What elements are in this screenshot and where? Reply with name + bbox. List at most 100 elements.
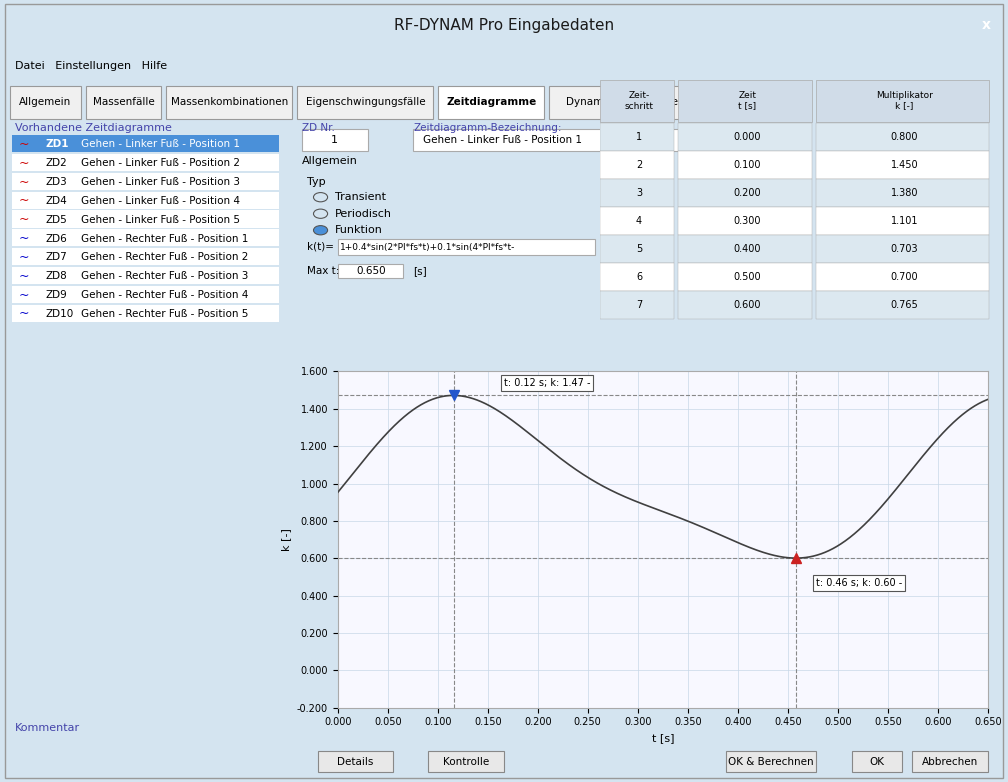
- FancyBboxPatch shape: [600, 263, 674, 291]
- Text: Gehen - Rechter Fuß - Position 3: Gehen - Rechter Fuß - Position 3: [81, 271, 248, 282]
- Text: ZD2: ZD2: [45, 158, 68, 168]
- Text: Details: Details: [337, 756, 374, 766]
- FancyBboxPatch shape: [12, 285, 279, 303]
- FancyBboxPatch shape: [816, 80, 989, 122]
- Text: Massenfälle: Massenfälle: [93, 97, 154, 106]
- Text: OK: OK: [870, 756, 884, 766]
- Text: ZD7: ZD7: [45, 253, 68, 262]
- Text: 1: 1: [332, 135, 338, 145]
- FancyBboxPatch shape: [413, 129, 791, 151]
- Text: ~: ~: [18, 232, 28, 245]
- Text: Multiplikator
k [-]: Multiplikator k [-]: [876, 91, 932, 110]
- Text: ZD6: ZD6: [45, 234, 68, 243]
- Text: ~: ~: [18, 251, 28, 264]
- FancyBboxPatch shape: [297, 86, 433, 119]
- Text: 0.100: 0.100: [734, 160, 761, 170]
- FancyBboxPatch shape: [12, 210, 279, 228]
- X-axis label: t [s]: t [s]: [651, 733, 674, 743]
- FancyBboxPatch shape: [12, 192, 279, 209]
- Text: 0.400: 0.400: [734, 244, 761, 254]
- Text: 0.000: 0.000: [734, 132, 761, 142]
- Text: ~: ~: [18, 195, 28, 207]
- Text: Massenkombinationen: Massenkombinationen: [170, 97, 288, 106]
- Y-axis label: k [-]: k [-]: [281, 528, 291, 551]
- Text: 0.703: 0.703: [891, 244, 918, 254]
- Text: Allgemein: Allgemein: [19, 97, 72, 106]
- FancyBboxPatch shape: [766, 405, 832, 420]
- FancyBboxPatch shape: [678, 263, 812, 291]
- FancyBboxPatch shape: [10, 86, 81, 119]
- Text: ZD9: ZD9: [45, 290, 68, 300]
- Text: Gehen - Rechter Fuß - Position 2: Gehen - Rechter Fuß - Position 2: [81, 253, 248, 262]
- Text: Gehen - Linker Fuß - Position 4: Gehen - Linker Fuß - Position 4: [81, 196, 240, 206]
- FancyBboxPatch shape: [678, 291, 812, 319]
- FancyBboxPatch shape: [12, 267, 279, 284]
- FancyBboxPatch shape: [600, 235, 674, 263]
- Text: RF-DYNAM Pro Eingabedaten: RF-DYNAM Pro Eingabedaten: [394, 18, 614, 33]
- FancyBboxPatch shape: [726, 751, 816, 772]
- Text: 3: 3: [636, 188, 642, 199]
- Text: k(t)=: k(t)=: [307, 242, 335, 252]
- Text: ~: ~: [18, 213, 28, 226]
- Text: ZD8: ZD8: [45, 271, 68, 282]
- Text: 4: 4: [636, 216, 642, 226]
- Text: Abbrechen: Abbrechen: [922, 756, 978, 766]
- Text: Gehen - Linker Fuß - Position 1: Gehen - Linker Fuß - Position 1: [423, 135, 583, 145]
- Text: 1.450: 1.450: [891, 160, 918, 170]
- Text: 6: 6: [636, 272, 642, 282]
- Text: 0.600: 0.600: [734, 300, 761, 310]
- Text: Zeitfunktion: Zeitfunktion: [600, 178, 668, 188]
- Text: Transient: Transient: [335, 192, 386, 203]
- Text: 0.700: 0.700: [891, 272, 918, 282]
- Text: OK & Berechnen: OK & Berechnen: [729, 756, 813, 766]
- Text: t: 0.46 s; k: 0.60 -: t: 0.46 s; k: 0.60 -: [815, 578, 902, 588]
- FancyBboxPatch shape: [549, 86, 696, 119]
- Text: Allgemein: Allgemein: [302, 156, 358, 166]
- Text: x: x: [982, 19, 990, 32]
- FancyBboxPatch shape: [600, 179, 674, 207]
- Text: 1+0.4*sin(2*PI*fs*t)+0.1*sin(4*PI*fs*t-: 1+0.4*sin(2*PI*fs*t)+0.1*sin(4*PI*fs*t-: [340, 243, 515, 252]
- Text: ~: ~: [18, 138, 28, 151]
- FancyBboxPatch shape: [816, 291, 989, 319]
- Text: ~: ~: [18, 175, 28, 188]
- FancyBboxPatch shape: [678, 235, 812, 263]
- Text: ~: ~: [18, 307, 28, 321]
- Text: [s]: [s]: [413, 266, 427, 276]
- FancyBboxPatch shape: [852, 751, 902, 772]
- Text: Gehen - Rechter Fuß - Position 1: Gehen - Rechter Fuß - Position 1: [81, 234, 248, 243]
- FancyBboxPatch shape: [600, 291, 674, 319]
- FancyBboxPatch shape: [86, 86, 161, 119]
- Text: ZD5: ZD5: [45, 215, 68, 224]
- FancyBboxPatch shape: [816, 124, 989, 152]
- Text: Kommentar: Kommentar: [15, 723, 81, 733]
- FancyBboxPatch shape: [338, 264, 403, 278]
- FancyBboxPatch shape: [678, 207, 812, 235]
- Text: Datei   Einstellungen   Hilfe: Datei Einstellungen Hilfe: [15, 62, 167, 71]
- Text: Kontrolle: Kontrolle: [444, 756, 489, 766]
- FancyBboxPatch shape: [600, 80, 674, 122]
- Text: Eigenschwingungsfälle: Eigenschwingungsfälle: [305, 97, 425, 106]
- FancyBboxPatch shape: [816, 235, 989, 263]
- FancyBboxPatch shape: [816, 263, 989, 291]
- FancyBboxPatch shape: [338, 239, 595, 256]
- Text: Gehen - Rechter Fuß - Position 4: Gehen - Rechter Fuß - Position 4: [81, 290, 248, 300]
- Text: ~: ~: [18, 270, 28, 282]
- FancyBboxPatch shape: [12, 154, 279, 171]
- FancyBboxPatch shape: [678, 80, 812, 122]
- Text: 0.300: 0.300: [734, 216, 761, 226]
- Text: Gehen - Linker Fuß - Position 2: Gehen - Linker Fuß - Position 2: [81, 158, 240, 168]
- FancyBboxPatch shape: [600, 152, 674, 179]
- Text: Zeit-
schritt: Zeit- schritt: [625, 91, 653, 110]
- Text: Funktion: Funktion: [335, 225, 382, 235]
- Text: ZD1: ZD1: [45, 139, 69, 149]
- Text: t: 0.12 s; k: 1.47 -: t: 0.12 s; k: 1.47 -: [504, 378, 590, 388]
- FancyBboxPatch shape: [816, 179, 989, 207]
- FancyBboxPatch shape: [12, 229, 279, 246]
- FancyBboxPatch shape: [12, 248, 279, 265]
- Text: Gehen - Linker Fuß - Position 5: Gehen - Linker Fuß - Position 5: [81, 215, 240, 224]
- FancyBboxPatch shape: [12, 304, 279, 321]
- Text: ~: ~: [18, 156, 28, 170]
- FancyBboxPatch shape: [816, 207, 989, 235]
- Text: Gehen - Linker Fuß - Position 3: Gehen - Linker Fuß - Position 3: [81, 177, 240, 187]
- FancyBboxPatch shape: [428, 751, 504, 772]
